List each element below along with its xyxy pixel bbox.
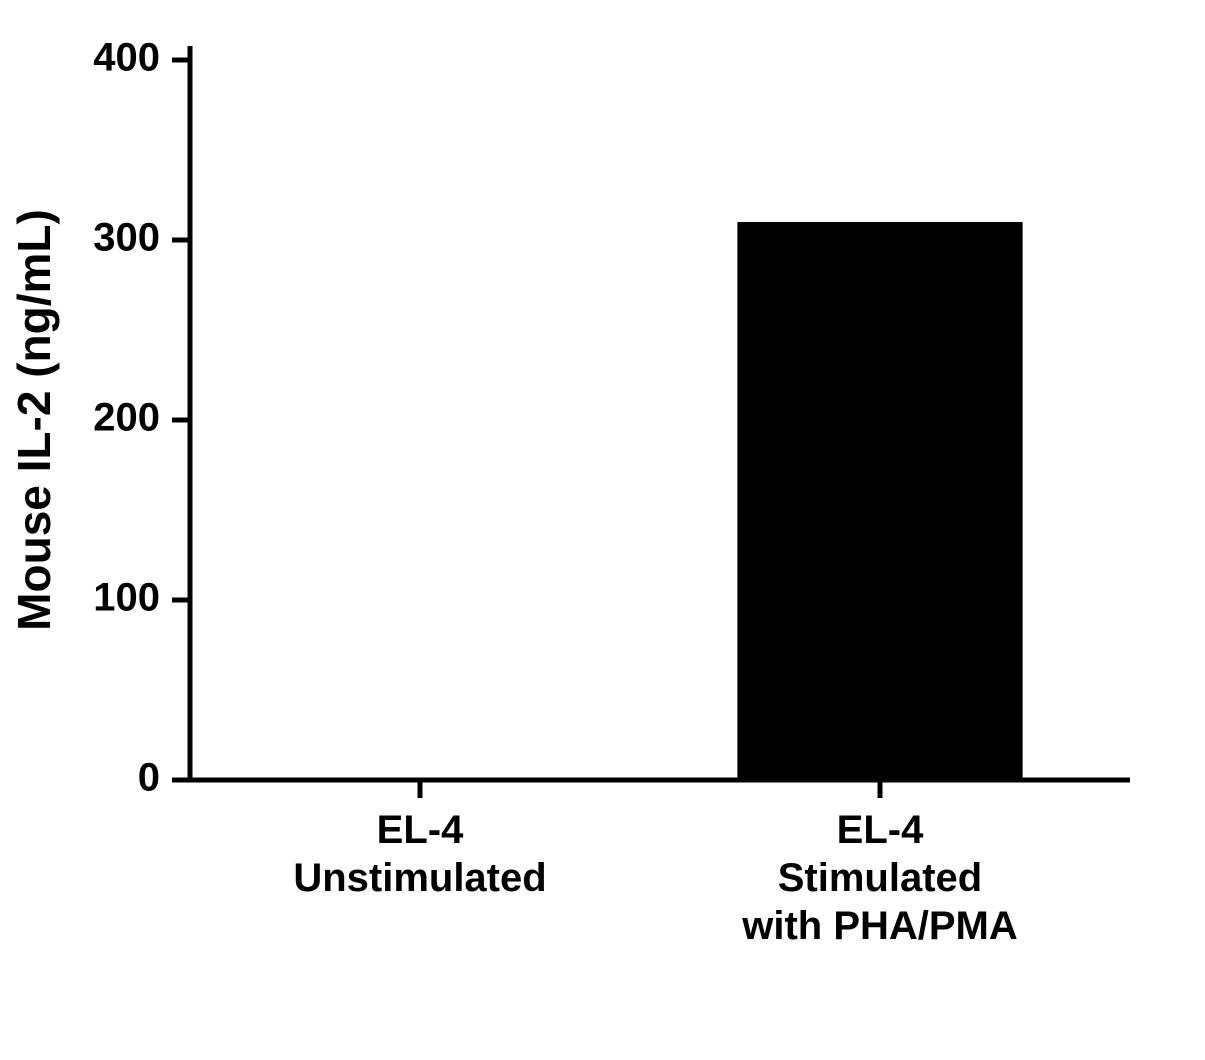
y-axis-label: Mouse IL-2 (ng/mL): [8, 209, 60, 631]
bar-1: [737, 222, 1022, 780]
y-tick-label: 0: [138, 756, 160, 800]
y-tick-label: 100: [93, 576, 160, 620]
y-tick-label: 400: [93, 36, 160, 80]
chart-svg: 0100200300400EL-4UnstimulatedEL-4Stimula…: [0, 0, 1205, 1060]
bar-chart: 0100200300400EL-4UnstimulatedEL-4Stimula…: [0, 0, 1205, 1060]
y-tick-label: 200: [93, 396, 160, 440]
y-tick-label: 300: [93, 216, 160, 260]
